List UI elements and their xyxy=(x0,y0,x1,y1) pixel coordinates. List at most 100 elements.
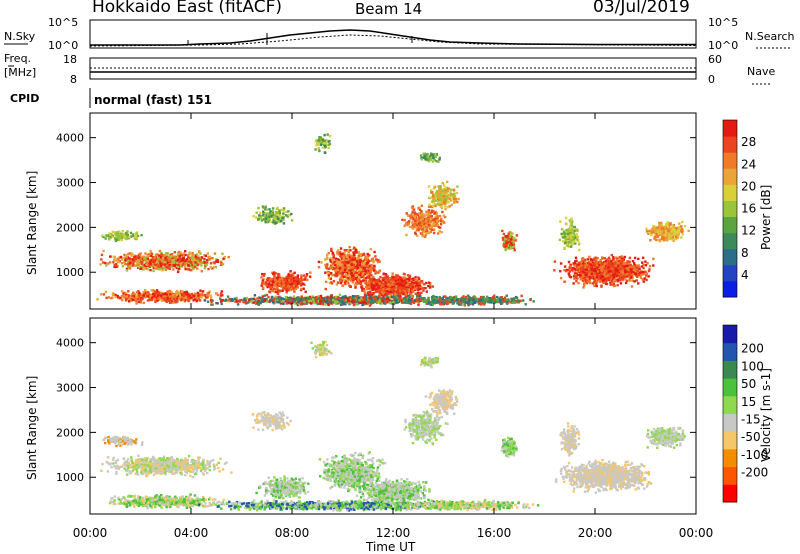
echo-cell xyxy=(406,286,410,289)
echo-cell xyxy=(157,291,160,294)
echo-cell xyxy=(319,294,323,298)
echo-cell xyxy=(364,302,367,305)
echo-cell xyxy=(436,224,439,227)
echo-cell xyxy=(200,296,203,299)
echo-cell xyxy=(340,299,344,302)
echo-cell xyxy=(282,281,285,284)
echo-cell xyxy=(352,300,355,303)
echo-cell xyxy=(166,256,170,260)
echo-cell xyxy=(409,217,412,220)
echo-cell xyxy=(415,282,418,285)
echo-cell xyxy=(388,277,392,280)
echo-cell xyxy=(385,280,389,283)
echo-cell xyxy=(376,289,379,293)
echo-cell xyxy=(422,289,425,292)
echo-cell xyxy=(182,263,185,266)
echo-cell xyxy=(426,222,429,225)
echo-cell xyxy=(347,300,350,303)
echo-cell xyxy=(354,251,358,254)
echo-cell xyxy=(352,263,356,266)
echo-cell xyxy=(393,295,396,298)
echo-cell xyxy=(511,232,514,235)
echo-cell xyxy=(215,292,219,295)
echo-cell xyxy=(429,226,433,229)
echo-cell xyxy=(432,228,436,231)
echo-cell xyxy=(424,156,428,159)
echo-cell xyxy=(326,267,329,270)
echo-cell xyxy=(422,287,425,290)
echo-cell xyxy=(216,260,220,263)
echo-cell xyxy=(511,245,515,249)
echo-cell xyxy=(274,295,277,298)
echo-cell xyxy=(192,254,195,257)
echo-cell xyxy=(569,238,572,242)
echo-cell xyxy=(385,287,388,291)
echo-cell xyxy=(293,279,297,283)
echo-cell xyxy=(353,246,356,249)
echo-cell xyxy=(271,289,274,293)
echo-cell xyxy=(248,298,251,302)
echo-cell xyxy=(130,299,134,302)
echo-cell xyxy=(430,191,434,194)
echo-cell xyxy=(442,220,445,223)
echo-cell xyxy=(430,189,433,192)
echo-cell xyxy=(418,206,421,209)
echo-cell xyxy=(143,264,147,267)
echo-cell xyxy=(163,297,166,300)
echo-cell xyxy=(154,290,157,293)
echo-cell xyxy=(410,212,413,216)
echo-cell xyxy=(184,296,187,299)
echo-cell xyxy=(198,299,202,302)
echo-cell xyxy=(182,252,185,255)
echo-cell xyxy=(415,229,418,232)
echo-cell xyxy=(140,262,143,265)
echo-cell xyxy=(392,291,395,294)
echo-cell xyxy=(369,269,373,273)
echo-cell xyxy=(360,297,363,300)
echo-cell xyxy=(448,197,451,200)
echo-cell xyxy=(370,268,374,271)
echo-cell xyxy=(364,258,368,261)
echo-cell xyxy=(446,201,450,204)
echo-cell xyxy=(175,293,179,296)
echo-cell xyxy=(176,253,180,257)
echo-cell xyxy=(196,263,200,267)
echo-cell xyxy=(411,225,414,228)
echo-cell xyxy=(331,257,335,260)
echo-cell xyxy=(367,279,371,283)
echo-cell xyxy=(382,291,385,295)
echo-cell xyxy=(366,262,369,265)
echo-cell xyxy=(188,252,192,256)
echo-cell xyxy=(187,268,191,271)
echo-cell xyxy=(173,258,176,261)
echo-cell xyxy=(162,256,165,260)
echo-cell xyxy=(138,293,141,297)
echo-cell xyxy=(355,271,358,275)
echo-cell xyxy=(274,279,277,282)
echo-cell xyxy=(275,290,278,294)
echo-cell xyxy=(446,180,449,184)
echo-cell xyxy=(139,301,143,304)
echo-cell xyxy=(157,265,160,268)
echo-cell xyxy=(279,302,283,305)
echo-cell xyxy=(176,258,180,261)
echo-cell xyxy=(438,192,442,196)
echo-cell xyxy=(292,284,296,287)
echo-cell xyxy=(179,263,182,266)
echo-cell xyxy=(290,287,293,290)
echo-cell xyxy=(355,264,358,267)
echo-cell xyxy=(208,255,211,258)
echo-cell xyxy=(240,298,243,302)
echo-cell xyxy=(299,278,302,281)
echo-cell xyxy=(129,235,133,238)
echo-cell xyxy=(227,299,230,303)
echo-cell xyxy=(284,279,288,282)
echo-cell xyxy=(192,299,195,302)
echo-cell xyxy=(435,219,439,223)
noise-search-line xyxy=(90,29,696,46)
echo-cell xyxy=(419,219,422,222)
echo-cell xyxy=(395,277,398,280)
echo-cell xyxy=(128,236,131,239)
echo-cell xyxy=(104,261,107,265)
echo-cell xyxy=(367,285,371,289)
